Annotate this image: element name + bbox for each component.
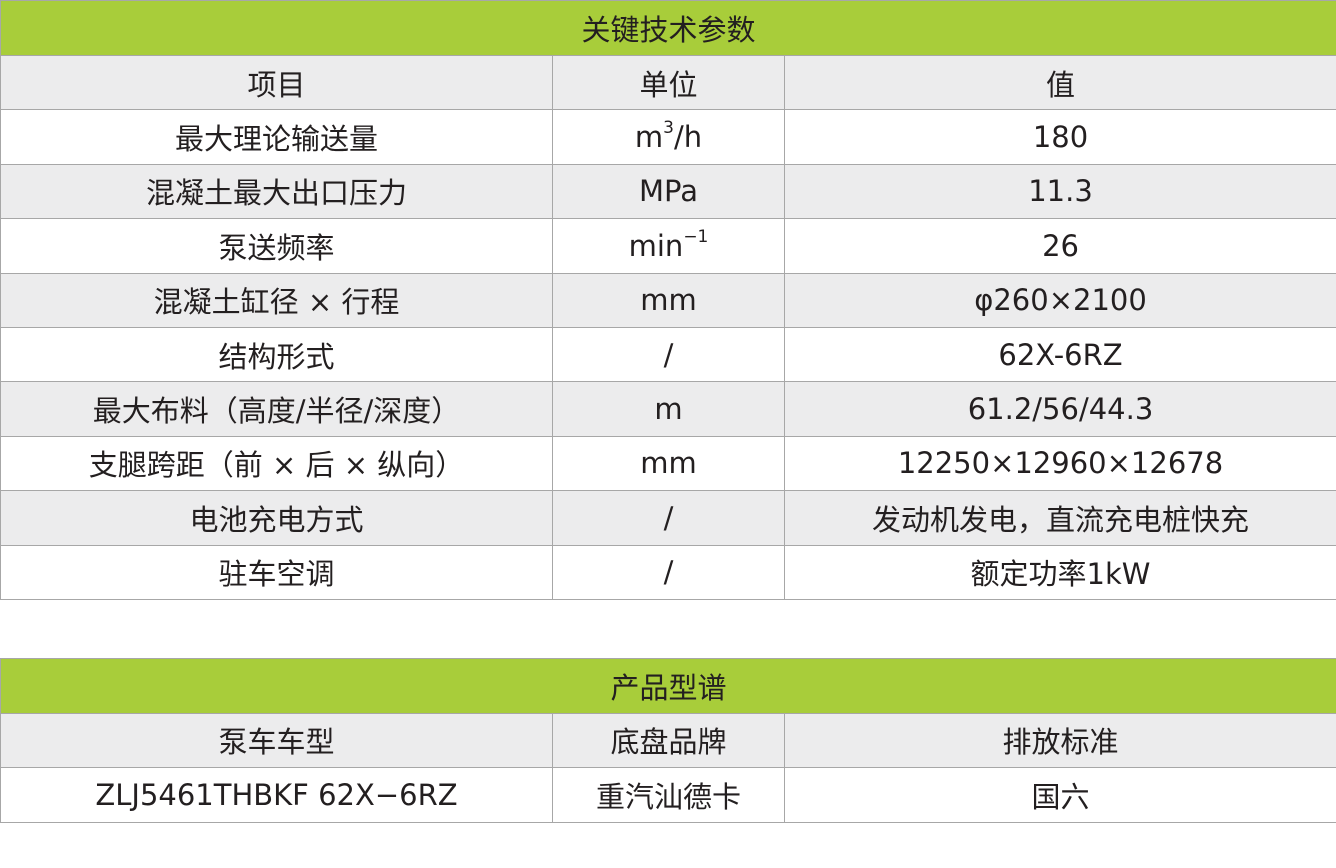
value-cell: 额定功率1kW — [783, 544, 1336, 600]
table-row: 结构形式 / 62X-6RZ — [0, 326, 1336, 383]
table-row: 最大布料（高度/半径/深度） m 61.2/56/44.3 — [0, 381, 1336, 437]
product-models-table: 产品型谱 泵车车型 底盘品牌 排放标准 ZLJ5461THBKF 62X−6RZ… — [0, 658, 1336, 823]
item-cell: 电池充电方式 — [0, 490, 553, 546]
emission-cell: 国六 — [783, 767, 1336, 823]
unit-cell: mm — [552, 272, 785, 328]
column-header-unit: 单位 — [552, 54, 785, 111]
unit-text: mm — [640, 283, 697, 318]
value-cell: 发动机发电，直流充电桩快充 — [783, 490, 1336, 546]
item-cell: 最大理论输送量 — [0, 109, 553, 165]
table-title: 关键技术参数 — [0, 0, 1336, 56]
column-header-model: 泵车车型 — [0, 712, 553, 768]
unit-text: / — [663, 555, 674, 590]
item-cell: 支腿跨距（前 × 后 × 纵向） — [0, 435, 553, 492]
unit-cell: MPa — [552, 163, 785, 220]
value-cell: 62X-6RZ — [783, 326, 1336, 383]
unit-cell: min−1 — [552, 218, 785, 274]
unit-text: / — [663, 337, 674, 372]
unit-tail: /h — [673, 120, 703, 155]
unit-text: m — [654, 392, 683, 427]
unit-text: m — [634, 120, 664, 155]
unit-text: min — [628, 228, 684, 263]
unit-cell: mm — [552, 435, 785, 492]
value-cell: 11.3 — [783, 163, 1336, 220]
key-specs-table: 关键技术参数 项目 单位 值 最大理论输送量 m3/h 180 混凝土最大出口压力 MP… — [0, 0, 1336, 600]
value-cell: 12250×12960×12678 — [783, 435, 1336, 492]
unit-superscript: 3 — [663, 118, 674, 139]
value-cell: 180 — [783, 109, 1336, 165]
unit-cell: / — [552, 490, 785, 546]
value-cell: 26 — [783, 218, 1336, 274]
unit-text: / — [663, 500, 674, 535]
unit-cell: m3/h — [552, 109, 785, 165]
column-header-value: 值 — [783, 54, 1336, 111]
item-cell: 结构形式 — [0, 326, 553, 383]
value-cell: 61.2/56/44.3 — [783, 381, 1336, 437]
column-header-chassis: 底盘品牌 — [552, 712, 785, 768]
item-cell: 混凝土缸径 × 行程 — [0, 272, 553, 328]
table-row: 支腿跨距（前 × 后 × 纵向） mm 12250×12960×12678 — [0, 435, 1336, 492]
table-row: 泵送频率 min−1 26 — [0, 218, 1336, 274]
table-row: 最大理论输送量 m3/h 180 — [0, 109, 1336, 165]
unit-cell: m — [552, 381, 785, 437]
unit-cell: / — [552, 326, 785, 383]
table-row: 混凝土缸径 × 行程 mm φ260×2100 — [0, 272, 1336, 328]
model-cell: ZLJ5461THBKF 62X−6RZ — [0, 767, 553, 823]
unit-text: MPa — [639, 174, 698, 209]
table-row: 驻车空调 / 额定功率1kW — [0, 544, 1336, 600]
table-row: 混凝土最大出口压力 MPa 11.3 — [0, 163, 1336, 220]
table-row: ZLJ5461THBKF 62X−6RZ 重汽汕德卡 国六 — [0, 767, 1336, 823]
column-header-item: 项目 — [0, 54, 553, 111]
value-cell: φ260×2100 — [783, 272, 1336, 328]
unit-cell: / — [552, 544, 785, 600]
unit-text: mm — [640, 446, 697, 481]
item-cell: 最大布料（高度/半径/深度） — [0, 381, 553, 437]
item-cell: 混凝土最大出口压力 — [0, 163, 553, 220]
table-title: 产品型谱 — [0, 658, 1336, 714]
column-header-emission: 排放标准 — [783, 712, 1336, 768]
unit-superscript: −1 — [683, 226, 709, 247]
item-cell: 泵送频率 — [0, 218, 553, 274]
table-row: 电池充电方式 / 发动机发电，直流充电桩快充 — [0, 490, 1336, 546]
item-cell: 驻车空调 — [0, 544, 553, 600]
chassis-cell: 重汽汕德卡 — [552, 767, 785, 823]
